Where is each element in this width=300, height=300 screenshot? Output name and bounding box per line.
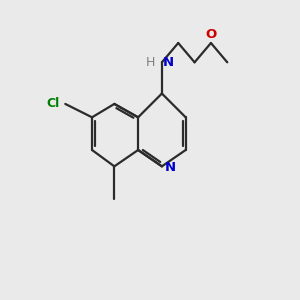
Text: O: O xyxy=(205,28,217,41)
Text: N: N xyxy=(162,56,173,69)
Text: H: H xyxy=(146,56,155,69)
Text: Cl: Cl xyxy=(46,98,59,110)
Text: N: N xyxy=(165,161,176,174)
